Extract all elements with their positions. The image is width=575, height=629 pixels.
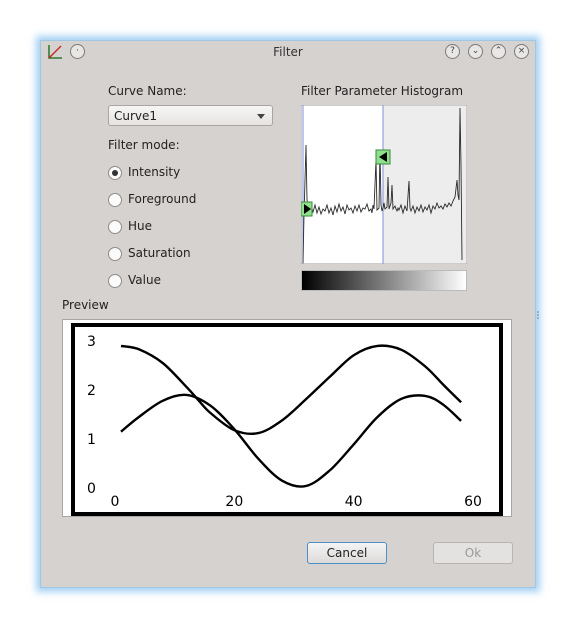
radio-label: Foreground bbox=[128, 192, 197, 206]
close-icon[interactable]: × bbox=[514, 44, 529, 59]
radio-label: Intensity bbox=[128, 165, 181, 179]
radio-label: Saturation bbox=[128, 246, 191, 260]
curve-name-label: Curve Name: bbox=[108, 84, 187, 98]
y-tick-label: 2 bbox=[87, 383, 96, 399]
title-bar[interactable]: · Filter ? ⌄ ⌃ × bbox=[41, 41, 535, 63]
chevron-down-icon bbox=[257, 114, 265, 119]
radio-button[interactable] bbox=[108, 166, 122, 180]
radio-button[interactable] bbox=[108, 274, 122, 288]
help-icon[interactable]: ? bbox=[445, 44, 460, 59]
histogram-curve bbox=[302, 107, 463, 264]
radio-label: Hue bbox=[128, 219, 153, 233]
curve-name-select[interactable]: Curve1 bbox=[108, 105, 273, 126]
filter-mode-label: Filter mode: bbox=[108, 138, 180, 152]
histogram-excluded-region bbox=[383, 106, 466, 263]
y-tick-label: 0 bbox=[87, 481, 96, 497]
histogram-label: Filter Parameter Histogram bbox=[301, 84, 464, 98]
radio-button[interactable] bbox=[108, 247, 122, 261]
y-tick-label: 1 bbox=[87, 432, 96, 448]
curve-name-value: Curve1 bbox=[114, 109, 158, 123]
y-tick-label: 3 bbox=[87, 334, 96, 350]
filter-histogram[interactable] bbox=[301, 105, 467, 264]
x-tick-label: 40 bbox=[345, 494, 363, 510]
ok-button[interactable]: Ok bbox=[433, 542, 513, 564]
curve-app-icon bbox=[48, 45, 62, 59]
chart-border bbox=[71, 323, 503, 516]
radio-button[interactable] bbox=[108, 220, 122, 234]
x-tick-label: 0 bbox=[111, 494, 120, 510]
series-line-2 bbox=[120, 393, 462, 488]
window-title: Filter bbox=[273, 45, 303, 59]
window-menu-icon[interactable]: · bbox=[70, 44, 85, 59]
series-line-1 bbox=[120, 344, 462, 436]
filter-dialog: · Filter ? ⌄ ⌃ × Curve Name: Curve1 Filt… bbox=[40, 40, 539, 588]
x-tick-label: 20 bbox=[225, 494, 243, 510]
radio-button[interactable] bbox=[108, 193, 122, 207]
intensity-gradient-bar bbox=[301, 270, 467, 291]
lower-threshold-handle[interactable] bbox=[301, 201, 313, 217]
resize-grip-icon[interactable] bbox=[537, 311, 539, 319]
minimize-icon[interactable]: ⌄ bbox=[468, 44, 483, 59]
radio-label: Value bbox=[128, 273, 161, 287]
cancel-button[interactable]: Cancel bbox=[307, 542, 387, 564]
x-tick-label: 60 bbox=[464, 494, 482, 510]
preview-chart: 0 1 2 3 0 20 40 60 bbox=[71, 323, 503, 516]
maximize-icon[interactable]: ⌃ bbox=[491, 44, 506, 59]
upper-threshold-handle[interactable] bbox=[375, 149, 391, 165]
preview-panel: 0 1 2 3 0 20 40 60 bbox=[62, 319, 512, 517]
preview-label: Preview bbox=[62, 298, 109, 312]
